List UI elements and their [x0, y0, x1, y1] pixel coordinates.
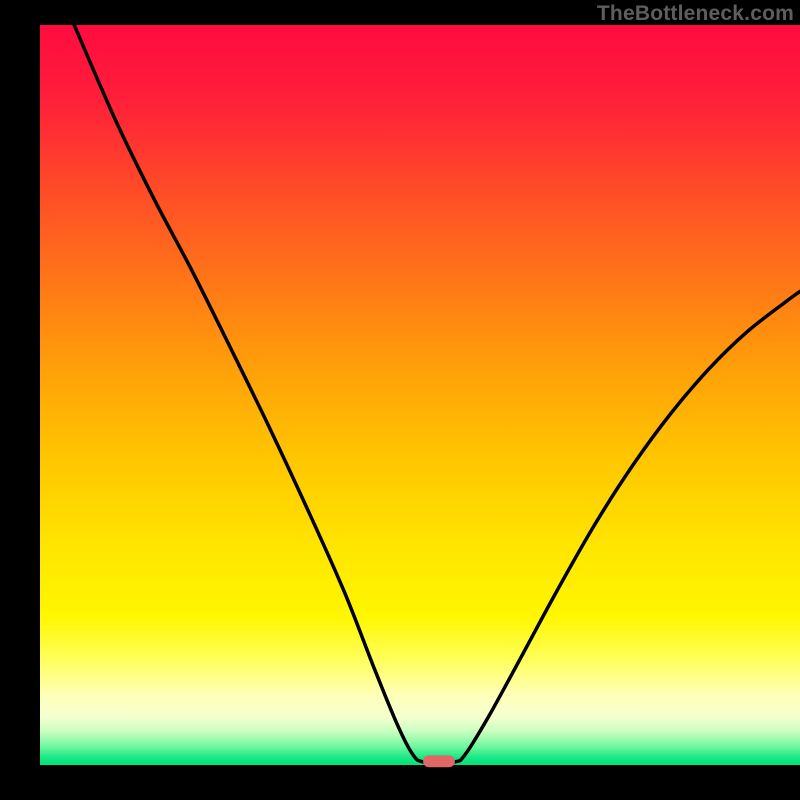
watermark-text: TheBottleneck.com	[597, 2, 794, 26]
chart-svg	[0, 0, 800, 800]
chart-container: TheBottleneck.com	[0, 0, 800, 800]
optimal-range-marker	[423, 755, 455, 767]
